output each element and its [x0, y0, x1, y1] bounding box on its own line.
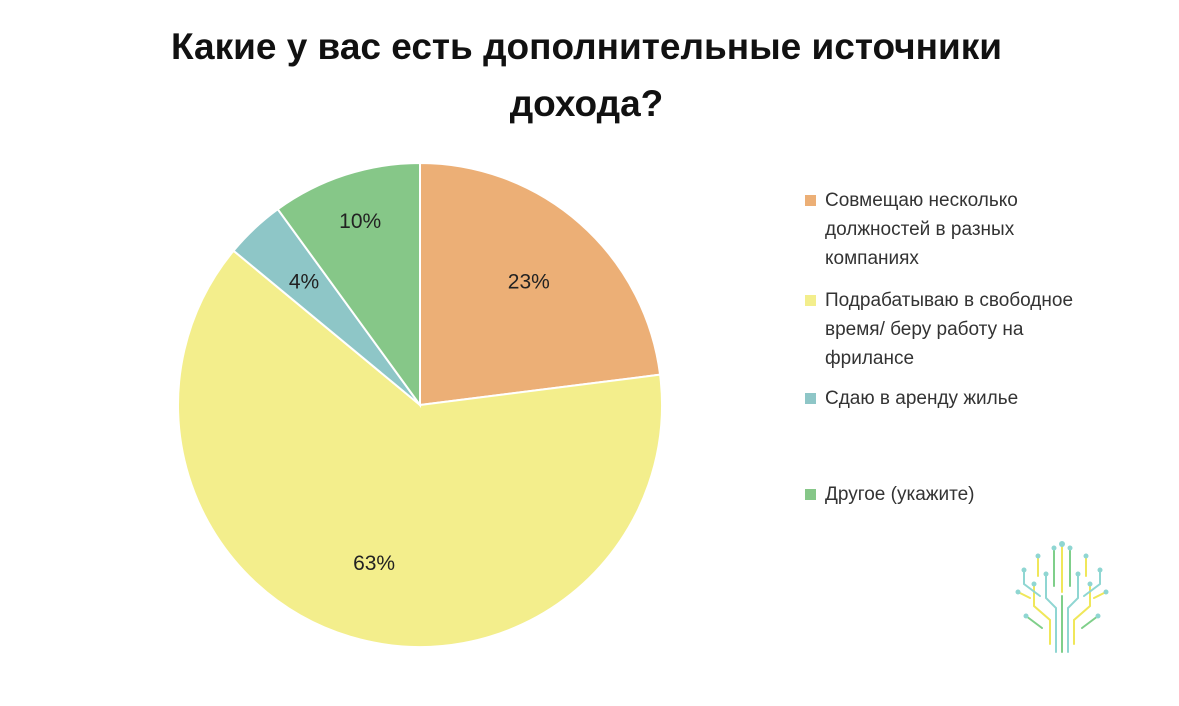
pie-slice — [177, 249, 663, 648]
legend-label: Сдаю в аренду жилье — [825, 388, 1019, 409]
circuit-tree-icon — [1015, 541, 1109, 653]
legend-label: Другое (укажите) — [825, 484, 975, 505]
legend-swatch — [805, 195, 816, 206]
legend-label: Подрабатываю в свободное время/ беру раб… — [825, 290, 1074, 369]
legend-swatch — [805, 489, 816, 500]
pie-slice — [419, 161, 662, 407]
legend-swatch — [805, 393, 816, 404]
chart-title: Какие у вас есть дополнительные источник… — [0, 18, 1179, 132]
chart-title-text: Какие у вас есть дополнительные источник… — [170, 26, 1003, 124]
pie-slices — [177, 161, 663, 648]
pie-slice-value-label: 23% — [508, 271, 550, 294]
pie-slice-value-label: 63% — [353, 552, 395, 575]
legend-label: Совмещаю несколько должностей в разных к… — [825, 190, 1018, 269]
pie-slice — [276, 161, 421, 409]
legend-swatch — [805, 295, 816, 306]
pie-slice-value-label: 4% — [289, 271, 319, 294]
circuit-tree-logo — [1012, 536, 1112, 654]
pie-slice-value-label: 10% — [339, 210, 381, 233]
pie-labels: 23% 63% 4% 10% — [289, 210, 550, 575]
